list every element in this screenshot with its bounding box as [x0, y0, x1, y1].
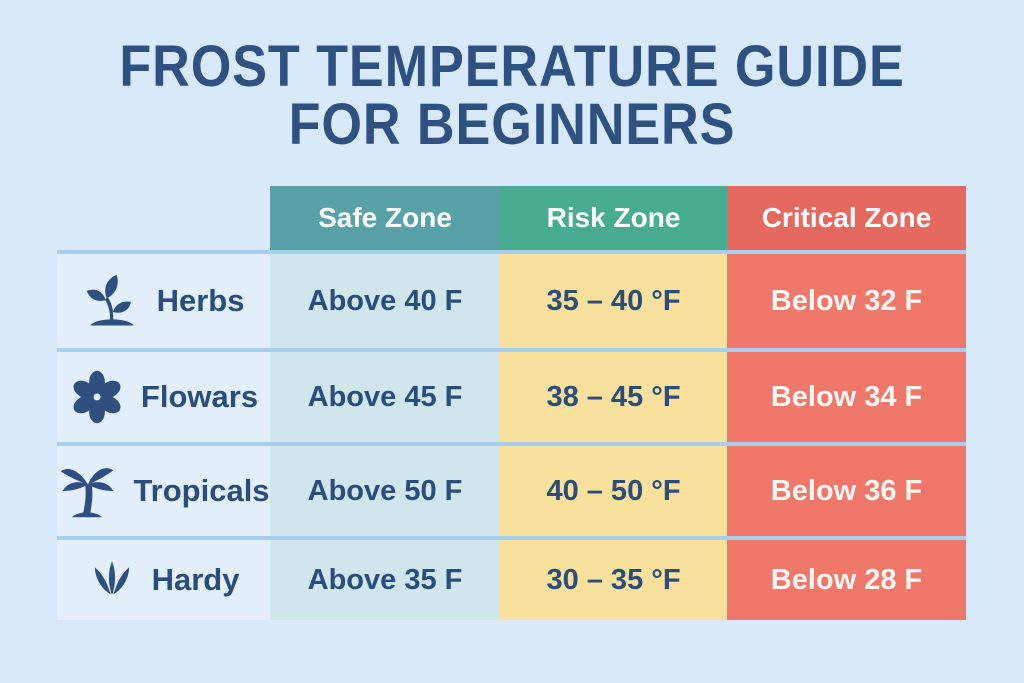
page-title: FROST TEMPERATURE GUIDE FOR BEGINNERS — [51, 38, 973, 154]
sprout-icon — [83, 272, 141, 330]
cell-tropicals-critical: Below 36 F — [727, 446, 966, 536]
cell-flowars-critical: Below 34 F — [727, 352, 966, 442]
column-header-safe-zone: Safe Zone — [270, 186, 500, 250]
cell-flowars-safe: Above 45 F — [270, 352, 500, 442]
column-header-risk-zone: Risk Zone — [500, 186, 727, 250]
header-spacer — [57, 186, 270, 250]
row-label-herbs: Herbs — [57, 254, 270, 348]
row-divider — [57, 536, 966, 540]
table-row-tropicals: Tropicals Above 50 F 40 – 50 °F Below 36… — [57, 446, 966, 536]
cell-tropicals-risk: 40 – 50 °F — [500, 446, 727, 536]
row-label-flowars: Flowars — [57, 352, 270, 442]
row-label-text: Hardy — [151, 562, 240, 597]
table-row-flowars: Flowars Above 45 F 38 – 45 °F Below 34 F — [57, 352, 966, 442]
row-label-text: Tropicals — [133, 473, 270, 508]
row-label-text: Flowars — [140, 379, 259, 414]
table-row-herbs: Herbs Above 40 F 35 – 40 °F Below 32 F — [57, 254, 966, 348]
cell-herbs-critical: Below 32 F — [727, 254, 966, 348]
table-row-hardy: Hardy Above 35 F 30 – 35 °F Below 28 F — [57, 540, 966, 620]
row-divider — [57, 348, 966, 352]
page-title-line1: FROST TEMPERATURE GUIDE — [119, 34, 905, 99]
row-label-text: Herbs — [156, 283, 245, 318]
cell-tropicals-safe: Above 50 F — [270, 446, 500, 536]
row-divider — [57, 442, 966, 446]
column-header-critical-zone: Critical Zone — [727, 186, 966, 250]
hardy-plant-icon — [88, 556, 136, 604]
cell-herbs-safe: Above 40 F — [270, 254, 500, 348]
cell-flowars-risk: 38 – 45 °F — [500, 352, 727, 442]
row-label-tropicals: Tropicals — [57, 446, 270, 536]
cell-hardy-risk: 30 – 35 °F — [500, 540, 727, 620]
palm-tree-icon — [57, 461, 117, 521]
cell-herbs-risk: 35 – 40 °F — [500, 254, 727, 348]
flower-icon — [69, 369, 125, 425]
page-title-line2: FOR BEGINNERS — [288, 92, 736, 157]
row-divider — [57, 250, 966, 254]
table-header-row: Safe Zone Risk Zone Critical Zone — [57, 186, 966, 250]
frost-temperature-table: Safe Zone Risk Zone Critical Zone Herbs … — [57, 186, 966, 620]
row-label-hardy: Hardy — [57, 540, 270, 620]
cell-hardy-critical: Below 28 F — [727, 540, 966, 620]
cell-hardy-safe: Above 35 F — [270, 540, 500, 620]
